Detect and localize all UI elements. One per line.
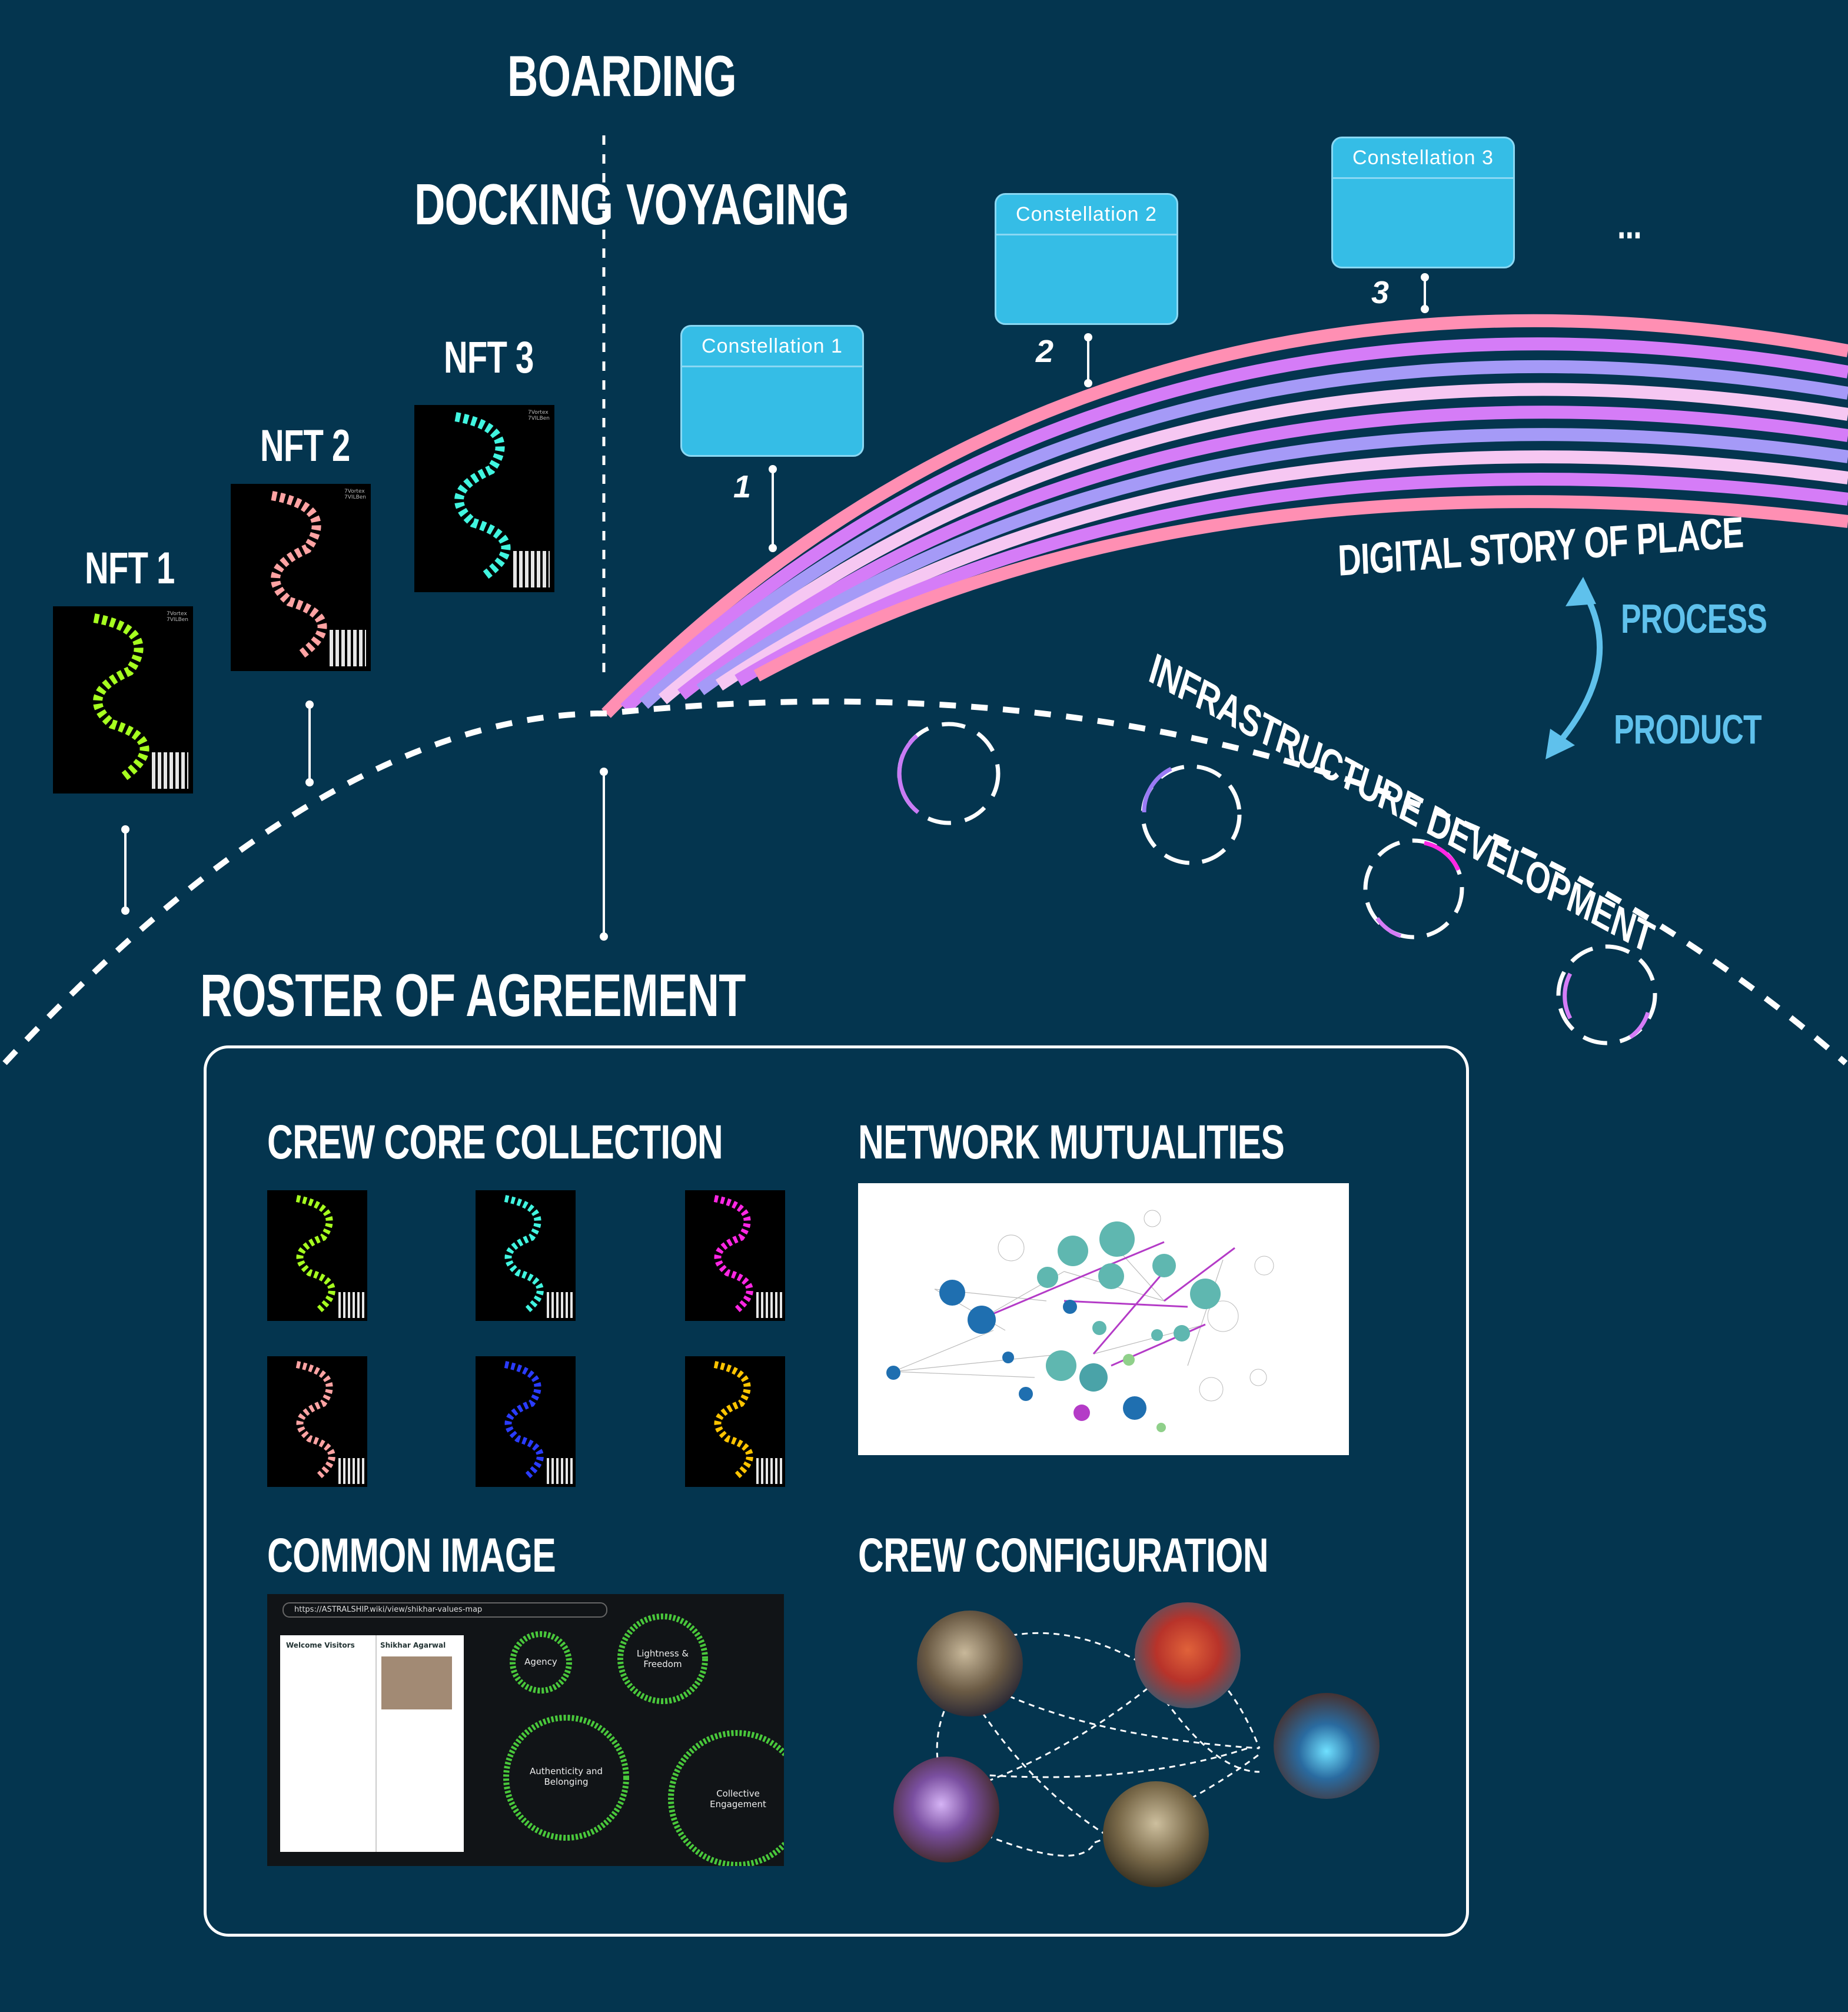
collection-nft-3[interactable] xyxy=(685,1190,785,1321)
nft-connector-1 xyxy=(124,829,127,912)
boarding-heading: BOARDING xyxy=(507,44,737,108)
ring-agency: Agency xyxy=(524,1656,557,1667)
nft-label-2: NFT 2 xyxy=(260,421,350,471)
nft-logo: 7Vortex 7VILBen xyxy=(528,410,550,421)
collection-nft-5[interactable] xyxy=(476,1356,576,1487)
constellation-1-title: Constellation 1 xyxy=(682,327,862,367)
common-image-panel-right-title: Shikhar Agarwal xyxy=(380,1641,446,1649)
voyaging-heading: VOYAGING xyxy=(626,172,849,237)
process-product-arrow xyxy=(1551,588,1603,751)
constellation-3[interactable]: Constellation 3 xyxy=(1331,137,1515,268)
constellation-1-step: 1 xyxy=(733,469,752,504)
nft-logo: 7Vortex 7VILBen xyxy=(167,611,188,623)
ring-lightness: Lightness & Freedom xyxy=(636,1648,689,1669)
crew-configuration-heading: CREW CONFIGURATION xyxy=(858,1529,1269,1582)
network-mutualities-heading: NETWORK MUTUALITIES xyxy=(858,1115,1285,1169)
collection-nft-6[interactable] xyxy=(685,1356,785,1487)
common-image-heading: COMMON IMAGE xyxy=(267,1529,556,1582)
collection-nft-2[interactable] xyxy=(476,1190,576,1321)
common-image-url: https://ASTRALSHIP.wiki/view/shikhar-val… xyxy=(282,1602,607,1618)
crew-avatar-3[interactable] xyxy=(1274,1693,1380,1799)
constellation-3-title: Constellation 3 xyxy=(1333,138,1513,179)
crew-core-collection-heading: CREW CORE COLLECTION xyxy=(267,1115,723,1169)
common-image-panel-left-title: Welcome Visitors xyxy=(286,1641,355,1649)
constellation-2[interactable]: Constellation 2 xyxy=(995,193,1178,325)
common-image-screenshot: https://ASTRALSHIP.wiki/view/shikhar-val… xyxy=(267,1594,784,1866)
infrastructure-rings xyxy=(897,722,1657,1045)
constellation-1[interactable]: Constellation 1 xyxy=(680,325,864,457)
nft-logo: 7Vortex 7VILBen xyxy=(344,489,366,500)
crew-avatar-5[interactable] xyxy=(1103,1781,1209,1887)
process-label: PROCESS xyxy=(1621,596,1767,642)
horizon-dashed-line xyxy=(2,698,1848,1065)
nft-card-3[interactable]: 7Vortex 7VILBen xyxy=(414,405,554,592)
roster-heading: ROSTER OF AGREEMENT xyxy=(200,962,746,1029)
constellation-3-step: 3 xyxy=(1371,275,1390,310)
crew-avatar-2[interactable] xyxy=(1135,1602,1241,1708)
ring-collective: Collective Engagement xyxy=(710,1788,766,1810)
constellation-2-title: Constellation 2 xyxy=(996,195,1176,235)
collection-nft-1[interactable] xyxy=(267,1190,367,1321)
crew-avatar-1[interactable] xyxy=(917,1611,1023,1716)
docking-connector xyxy=(603,771,605,937)
nft-connector-2 xyxy=(308,704,311,783)
constellation-2-connector xyxy=(1087,337,1089,384)
roster-panel xyxy=(204,1045,1469,1937)
ellipsis: ... xyxy=(1617,201,1642,247)
nft-card-2[interactable]: 7Vortex 7VILBen xyxy=(231,484,371,671)
product-label: PRODUCT xyxy=(1614,706,1762,752)
digital-story-arc xyxy=(601,314,1848,718)
constellation-3-connector xyxy=(1424,277,1426,310)
collection-nft-4[interactable] xyxy=(267,1356,367,1487)
nft-label-3: NFT 3 xyxy=(444,333,534,383)
crew-avatar-4[interactable] xyxy=(893,1757,999,1862)
ring-authenticity: Authenticity and Belonging xyxy=(529,1766,603,1787)
nft-label-1: NFT 1 xyxy=(85,543,175,593)
nft-card-1[interactable]: 7Vortex 7VILBen xyxy=(53,606,193,793)
network-mutualities-graph xyxy=(858,1183,1349,1455)
constellation-1-connector xyxy=(772,469,774,549)
constellation-2-step: 2 xyxy=(1036,334,1054,369)
docking-heading: DOCKING xyxy=(414,172,613,237)
